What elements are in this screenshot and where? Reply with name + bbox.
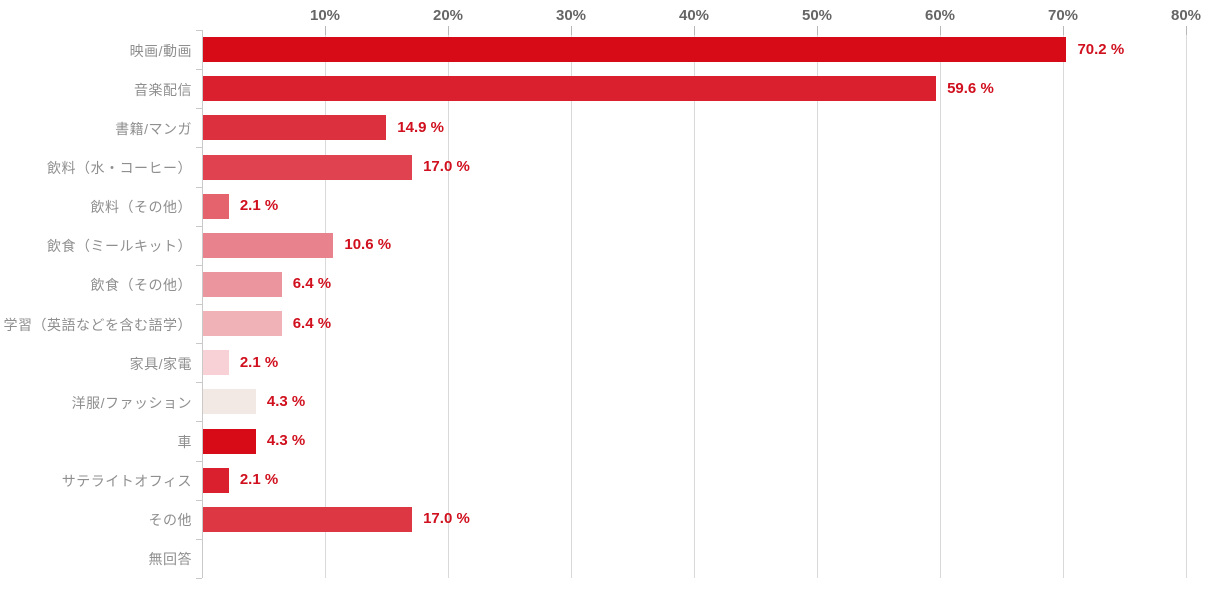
y-axis-tick (196, 343, 202, 345)
gridline-10% (325, 30, 326, 578)
value-label: 14.9 % (397, 118, 444, 136)
x-axis-tick-10% (325, 26, 326, 35)
x-axis-tick-70% (1063, 26, 1064, 35)
category-label: 飲食（その他） (90, 277, 192, 294)
value-label: 10.6 % (344, 236, 392, 254)
x-axis-tick-label: 50% (801, 7, 833, 24)
bar-家具/家電 (203, 350, 229, 376)
x-axis-tick-80% (1186, 26, 1187, 35)
bar-映画/動画 (203, 37, 1067, 63)
gridline-50% (817, 30, 818, 578)
value-label: 59.6 % (947, 79, 994, 97)
category-label: 書籍/マンガ (115, 120, 192, 137)
y-axis-tick (196, 30, 202, 31)
category-label: 音楽配信 (134, 81, 192, 98)
bar-その他 (203, 506, 413, 532)
y-axis-tick (196, 460, 202, 462)
y-axis-tick (196, 264, 202, 266)
y-axis-tick (196, 578, 202, 579)
category-label: サテライトオフィス (61, 473, 192, 490)
category-label: 車 (177, 434, 192, 450)
y-axis-tick (196, 147, 202, 149)
category-label: 飲料（水・コーヒー） (47, 160, 192, 176)
category-label: 洋服/ファッション (71, 394, 192, 411)
y-axis-tick (196, 382, 202, 384)
x-axis-tick-30% (571, 26, 572, 35)
gridline-40% (694, 30, 695, 578)
bar-飲料（水・コーヒー） (203, 154, 413, 180)
x-axis-tick-20% (448, 26, 449, 35)
bar-飲食（その他） (203, 271, 282, 297)
bar-サテライトオフィス (203, 467, 229, 493)
value-label: 6.4 % (292, 275, 332, 293)
bar-音楽配信 (203, 76, 937, 102)
bar-洋服/ファッション (203, 389, 256, 415)
category-label: その他 (148, 512, 192, 529)
gridline-70% (1063, 30, 1064, 578)
value-label: 6.4 % (292, 314, 332, 332)
x-axis-tick-50% (817, 26, 818, 35)
x-axis-tick-label: 40% (678, 7, 710, 24)
gridline-80% (1186, 30, 1187, 578)
bar-飲料（その他） (203, 193, 229, 219)
x-axis-tick-label: 80% (1170, 7, 1202, 24)
gridline-60% (940, 30, 941, 578)
category-label: 家具/家電 (129, 355, 192, 372)
bar-学習（英語などを含む語学） (203, 311, 282, 337)
gridline-20% (448, 30, 449, 578)
x-axis-tick-label: 30% (555, 7, 587, 24)
y-axis-tick (196, 538, 202, 540)
y-axis-tick (196, 421, 202, 423)
bar-車 (203, 428, 256, 454)
x-axis-tick-40% (694, 26, 695, 35)
x-axis-tick-label: 70% (1047, 7, 1079, 24)
category-label: 飲食（ミールキット） (47, 238, 192, 255)
y-axis-tick (196, 499, 202, 501)
y-axis-tick (196, 225, 202, 227)
value-label: 17.0 % (423, 158, 470, 175)
bar-飲食（ミールキット） (203, 232, 334, 258)
bar-書籍/マンガ (203, 115, 387, 141)
value-label: 4.3 % (266, 432, 306, 449)
category-label: 飲料（その他） (90, 199, 192, 216)
x-axis-tick-label: 60% (924, 7, 956, 24)
y-axis-tick (196, 69, 202, 71)
value-label: 2.1 % (239, 197, 279, 215)
value-label: 2.1 % (239, 471, 279, 489)
y-axis-tick (196, 304, 202, 305)
value-label: 17.0 % (423, 510, 470, 528)
value-label: 70.2 % (1077, 40, 1125, 58)
x-axis-tick-label: 20% (432, 7, 464, 24)
gridline-30% (571, 30, 572, 578)
y-axis-line (202, 30, 203, 578)
y-axis-tick (196, 186, 202, 188)
value-label: 2.1 % (239, 353, 279, 371)
category-label: 映画/動画 (129, 42, 192, 59)
category-label: 無回答 (148, 551, 192, 568)
value-label: 4.3 % (266, 392, 306, 410)
x-axis-tick-60% (940, 26, 941, 35)
x-axis-tick-label: 10% (309, 7, 341, 24)
category-label: 学習（英語などを含む語学） (3, 316, 192, 333)
y-axis-tick (196, 108, 202, 110)
